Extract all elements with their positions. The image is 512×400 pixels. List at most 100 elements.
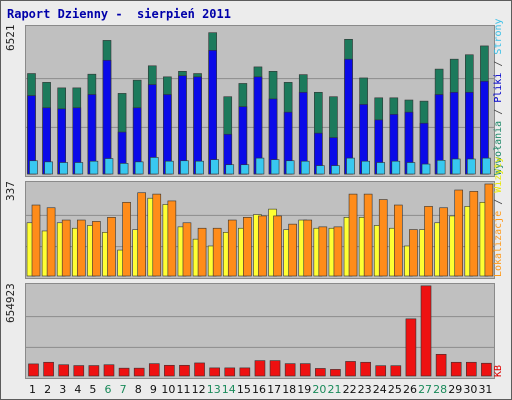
kb-bar (284, 363, 296, 377)
sites-bar (363, 193, 373, 277)
kb-bar (405, 318, 417, 377)
x-tick-label: 12 (191, 383, 206, 396)
x-tick-label: 7 (119, 383, 127, 396)
pages-bar (240, 164, 250, 175)
pages-bar (346, 157, 355, 175)
sites-bar (197, 227, 207, 277)
legend-entry: Lokalizacje (493, 210, 504, 277)
kb-bar (435, 353, 447, 377)
pages-bar (134, 161, 144, 175)
x-tick-label: 6 (104, 383, 112, 396)
legend-entry: Wizyty (493, 156, 504, 193)
kb-bar (148, 363, 160, 377)
legend-entry: / (493, 54, 504, 73)
x-tick-label: 4 (74, 383, 82, 396)
kb-bar (466, 361, 477, 377)
sites-bar (303, 219, 313, 277)
pages-bar (149, 157, 159, 175)
x-tick-label: 20 (312, 383, 327, 396)
x-tick-label: 5 (89, 383, 97, 396)
kb-bar (254, 360, 266, 377)
files-bar (238, 106, 248, 175)
report-title: Raport Dzienny - sierpień 2011 (7, 7, 231, 21)
sites-bar (61, 219, 71, 277)
pages-bar (89, 160, 99, 175)
kb-panel (25, 283, 495, 379)
sites-bar (288, 223, 297, 277)
pages-bar (361, 160, 370, 175)
kb-bar (299, 363, 311, 377)
sites-bar (92, 221, 101, 277)
pages-bar (195, 160, 204, 175)
sites-visits-panel (25, 181, 495, 279)
kb-bar (481, 362, 492, 377)
hits-files-pages-chart (26, 32, 494, 175)
kb-bar (58, 364, 69, 377)
sites-bar (348, 193, 358, 277)
x-tick-label: 8 (134, 383, 142, 396)
sites-bar (333, 226, 343, 277)
pages-bar (29, 160, 38, 175)
x-tick-label: 21 (327, 383, 342, 396)
pages-bar (285, 160, 295, 175)
sites-bar (243, 217, 252, 277)
x-tick-label: 27 (418, 383, 433, 396)
sites-bar (273, 215, 282, 277)
pages-bar (436, 160, 446, 175)
y-max-kb-label: 654923 (4, 283, 17, 323)
kb-bar (345, 361, 356, 377)
sites-bar (469, 191, 479, 277)
sites-bar (258, 215, 267, 277)
pages-bar (180, 160, 189, 175)
sites-bar (424, 206, 433, 277)
sites-bar (46, 207, 56, 277)
legend-entry: Strony (493, 18, 504, 55)
x-tick-label: 17 (267, 383, 282, 396)
files-bar (178, 75, 187, 175)
x-tick-label: 10 (161, 383, 176, 396)
pages-bar (165, 160, 174, 175)
kb-bar (209, 367, 220, 377)
x-axis-day-labels: 1 2 3 4 5 6 7 8 9 10 11 12 13 14 15 16 17 18 19 20 21 22 23 24 2… (25, 383, 493, 397)
x-tick-label: 26 (402, 383, 417, 396)
x-tick-label: 16 (252, 383, 266, 396)
kb-bar (179, 364, 190, 377)
pages-bar (104, 158, 114, 175)
files-bar (193, 76, 202, 175)
y-max-hits-label: 6521 (4, 25, 17, 52)
kb-bar (420, 285, 432, 377)
legend-entry: / (493, 102, 504, 121)
pages-bar (255, 157, 265, 175)
x-tick-label: 1 (29, 383, 37, 396)
pages-bar (44, 161, 53, 175)
sites-bar (409, 229, 418, 277)
kb-bar (315, 368, 326, 377)
files-bar (208, 50, 217, 175)
sites-bar (227, 219, 237, 277)
pages-bar (74, 162, 84, 175)
pages-bar (391, 160, 401, 175)
x-tick-label: 14 (221, 383, 236, 396)
kb-bar (375, 365, 387, 377)
kb-bar (390, 365, 402, 377)
sites-bar (439, 207, 448, 277)
pages-bar (225, 164, 235, 175)
kb-bar (103, 364, 115, 377)
kb-bar (269, 360, 281, 377)
x-tick-label: 30 (463, 383, 478, 396)
kb-bar (88, 365, 100, 377)
kb-bar (28, 363, 39, 377)
legend-sites-visits: Lokalizacje / Wizyty (493, 157, 511, 277)
pages-bar (300, 160, 310, 175)
legend-entry: KB (493, 364, 504, 377)
sites-bar (76, 219, 86, 277)
kb-bar (43, 361, 54, 377)
sites-bar (212, 227, 222, 277)
kb-bar (118, 367, 130, 377)
legend-kb: KB (493, 283, 511, 377)
x-tick-label: 18 (282, 383, 297, 396)
kb-bar (133, 367, 145, 377)
x-tick-label: 2 (44, 383, 52, 396)
sites-visits-chart (26, 183, 494, 277)
